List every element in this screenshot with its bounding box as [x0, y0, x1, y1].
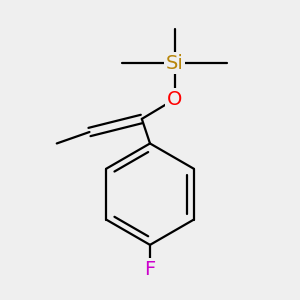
Text: O: O [167, 90, 182, 109]
Text: F: F [144, 260, 156, 279]
Text: Si: Si [166, 54, 184, 73]
